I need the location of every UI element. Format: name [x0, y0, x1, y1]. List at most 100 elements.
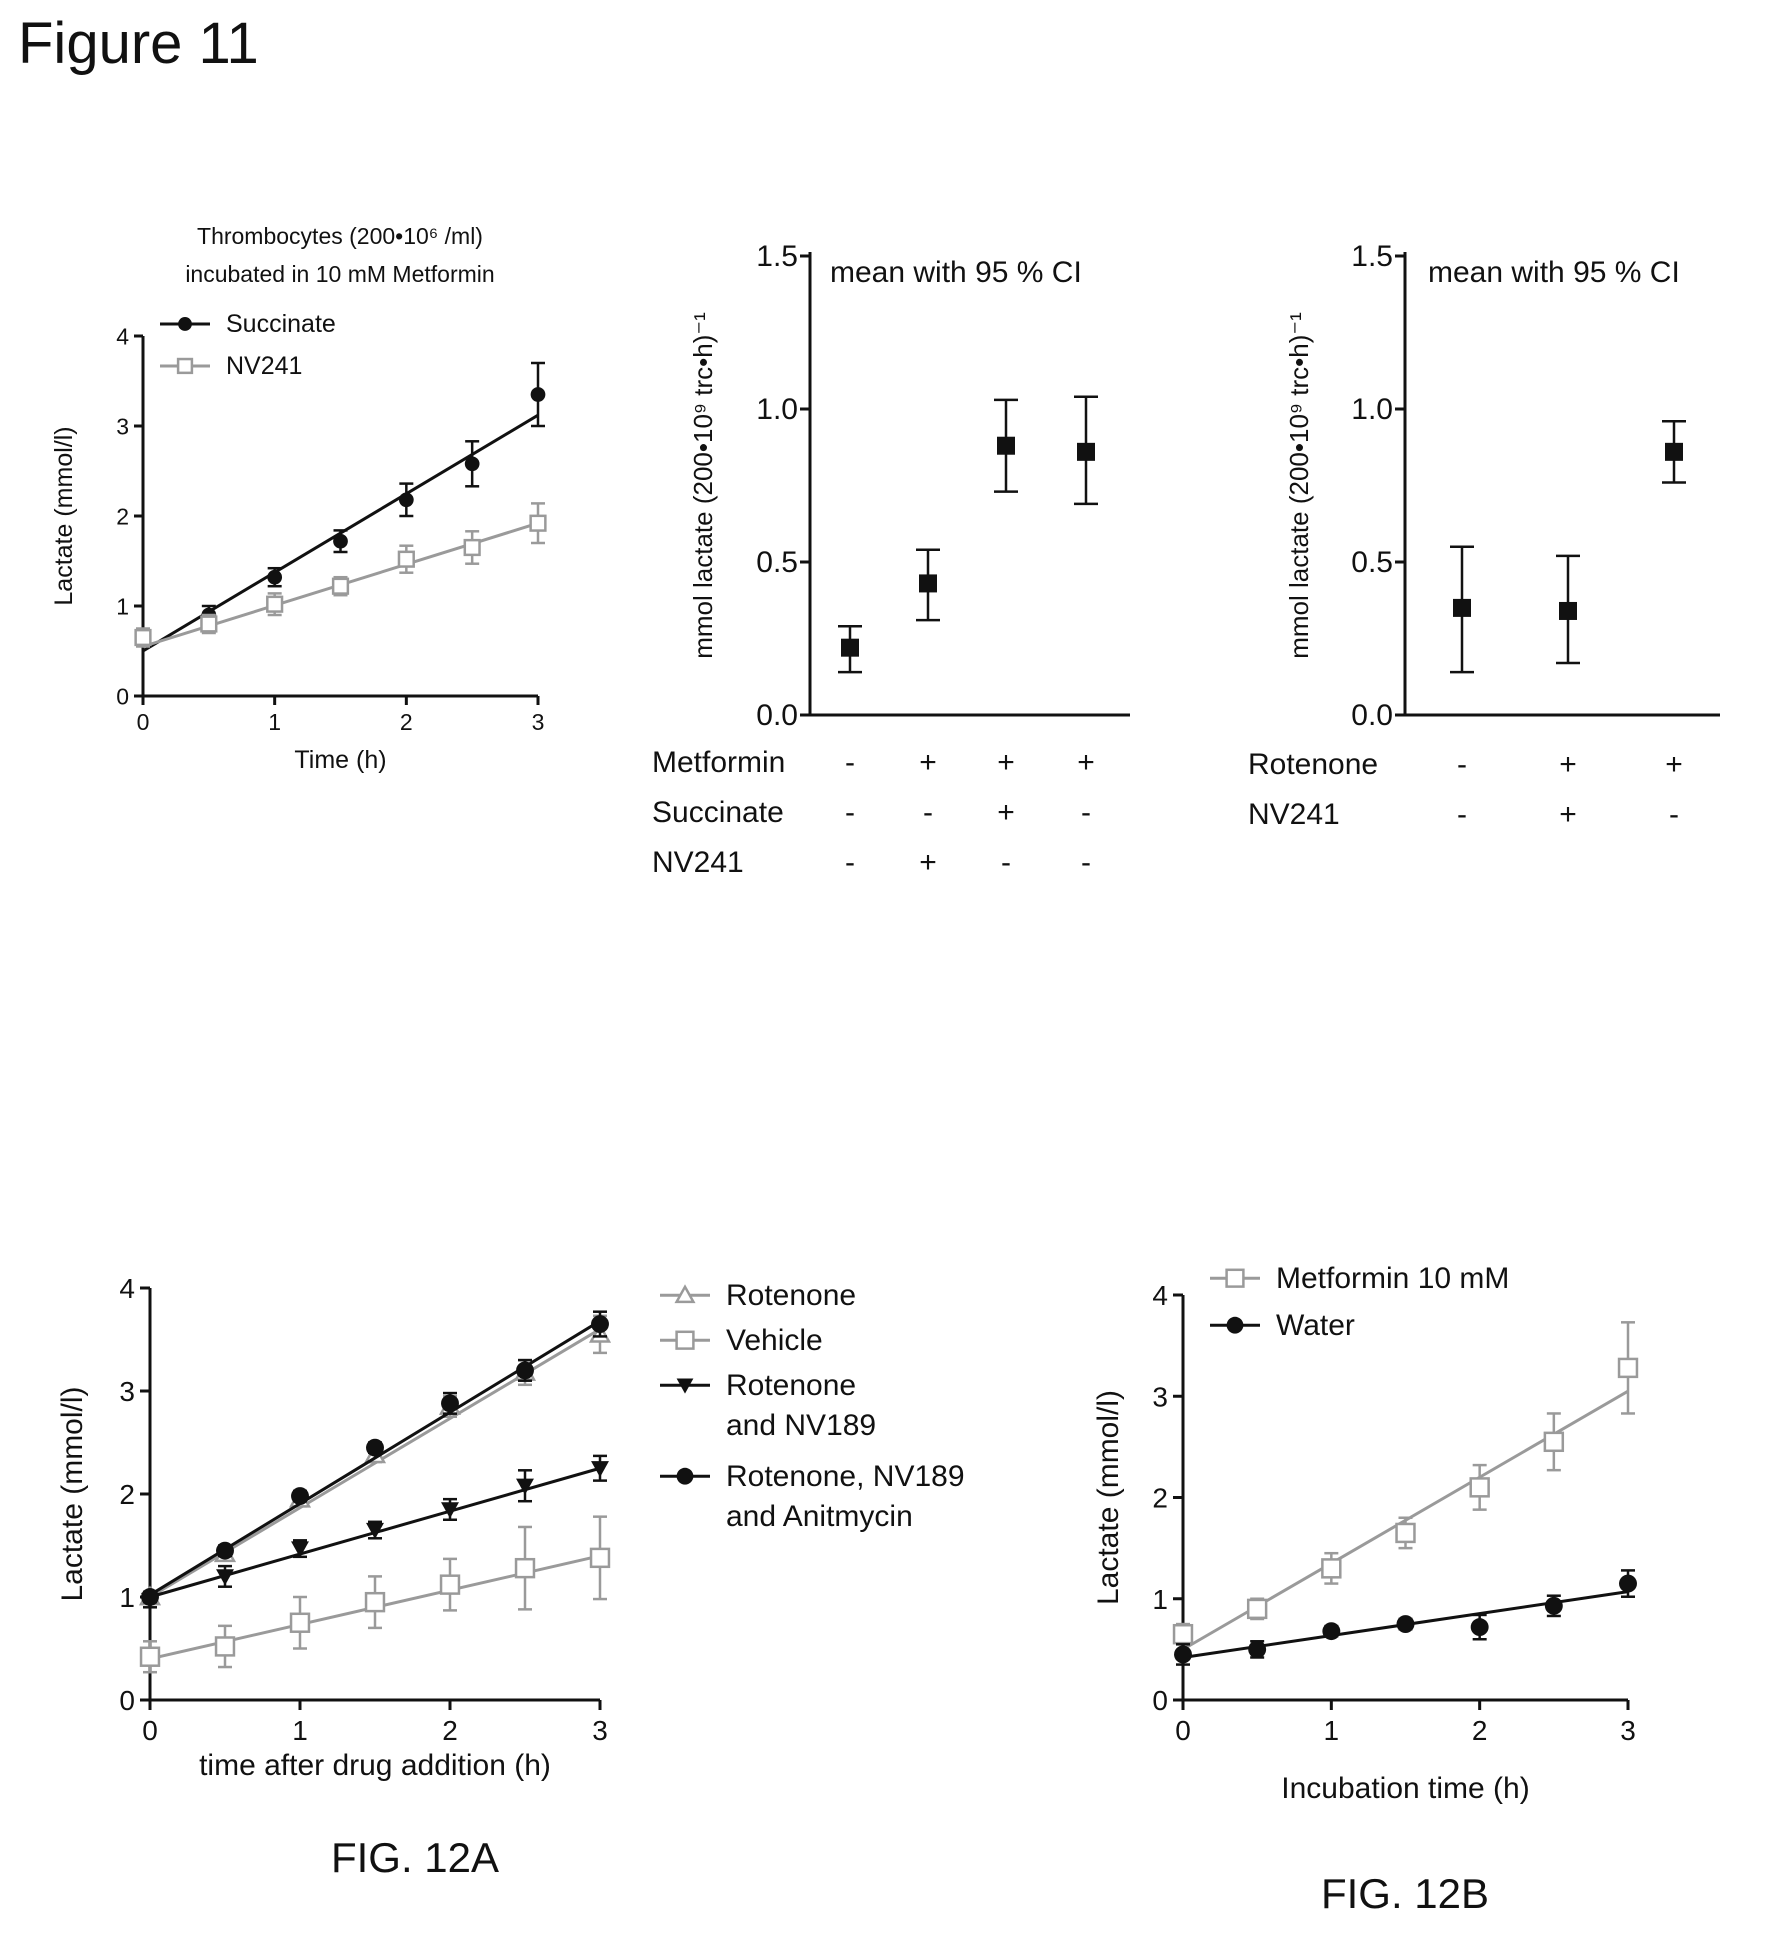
data-point [200, 615, 218, 633]
legend-marker [1226, 1316, 1244, 1334]
x-tick-label: 0 [142, 1715, 158, 1746]
condition-value: + [1559, 748, 1577, 781]
condition-value: - [1457, 798, 1467, 831]
x-tick-label: 2 [442, 1715, 458, 1746]
y-tick-label: 0.0 [756, 699, 798, 732]
data-point [1322, 1622, 1341, 1641]
data-point [1246, 1598, 1268, 1620]
data-point [591, 1315, 609, 1334]
y-tick-label: 2 [116, 503, 129, 529]
y-axis-label: Lactate (mmol/l) [1092, 1390, 1125, 1605]
legend-label: Rotenone [726, 1369, 856, 1402]
legend-entry: Rotenone, NV189 and Anitmycin [660, 1460, 965, 1533]
data-point [464, 456, 480, 472]
x-tick-label: 3 [592, 1715, 608, 1746]
data-point [141, 1588, 159, 1606]
y-tick-label: 1.5 [1351, 240, 1393, 273]
data-point [291, 1487, 309, 1506]
data-point [439, 1574, 461, 1595]
condition-value: + [1665, 748, 1683, 781]
x-tick-label: 1 [1324, 1715, 1340, 1746]
legend-marker [676, 1467, 694, 1485]
data-point [463, 538, 481, 557]
condition-value: - [845, 746, 855, 779]
y-tick-label: 1.0 [756, 393, 798, 426]
data-point [1174, 1645, 1192, 1664]
data-point [214, 1636, 236, 1657]
data-point [529, 514, 547, 532]
chart-fig11c: 0.0 0.5 1.0 1.5 mean with 95 % CI mmol lactat… [1248, 240, 1720, 831]
data-point [919, 574, 937, 593]
ci-annotation: mean with 95 % CI [1428, 256, 1680, 289]
y-tick-label: 1 [119, 1582, 135, 1613]
data-point [216, 1569, 234, 1586]
x-tick-label: 1 [292, 1715, 308, 1746]
ci-point-1 [916, 548, 940, 622]
y-axis-label: mmol lactate (200•10⁹ trc•h)⁻¹ [688, 312, 718, 659]
chart-title: Thrombocytes (200•10⁶ /ml) [197, 223, 483, 249]
ci-point-0 [1450, 545, 1474, 674]
data-point [134, 628, 152, 647]
data-point [1172, 1623, 1194, 1645]
legend-marker [676, 1378, 694, 1394]
x-tick-label: 3 [532, 709, 545, 735]
data-point [366, 1522, 384, 1540]
x-tick-label: 2 [400, 709, 413, 735]
condition-label: NV241 [652, 846, 744, 879]
data-point [1395, 1522, 1416, 1544]
y-axis-label: mmol lactate (200•10⁹ trc•h)⁻¹ [1284, 312, 1314, 659]
condition-value: + [1559, 798, 1577, 831]
x-axis-label: Incubation time (h) [1281, 1772, 1529, 1805]
condition-value: + [919, 846, 937, 879]
data-point [1617, 1357, 1639, 1379]
data-point [139, 1646, 161, 1667]
chart-fig12b: 0 1 2 3 4 0 1 2 3 Incubation time (h) Lactate (mmo… [1092, 1262, 1639, 1917]
y-tick-label: 0 [119, 1685, 135, 1716]
data-point [591, 1461, 609, 1478]
legend-label: Rotenone, NV189 [726, 1460, 965, 1493]
condition-value: - [923, 796, 933, 829]
legend-marker [675, 1330, 695, 1350]
data-point [1559, 601, 1577, 620]
legend-marker [1225, 1268, 1245, 1288]
data-point [267, 569, 283, 585]
y-tick-label: 2 [119, 1479, 135, 1510]
data-point [333, 533, 348, 549]
x-tick-label: 0 [1175, 1715, 1191, 1746]
x-tick-label: 2 [1472, 1715, 1488, 1746]
condition-value: + [997, 796, 1015, 829]
condition-value: - [845, 846, 855, 879]
chart-fig12a: 0 1 2 3 4 0 1 2 3 time after drug addition (h) Lac… [56, 1273, 965, 1881]
data-point [291, 1541, 309, 1558]
data-point [1321, 1558, 1342, 1579]
data-point [589, 1547, 611, 1569]
series-1 [139, 1515, 611, 1674]
x-tick-label: 3 [1620, 1715, 1636, 1746]
data-point [1470, 1618, 1489, 1637]
data-point [1469, 1477, 1490, 1498]
series-0 [1172, 1321, 1639, 1651]
legend-entry: Succinate [160, 310, 336, 338]
y-tick-label: 0.5 [756, 546, 798, 579]
figure-caption: FIG. 12A [331, 1834, 499, 1881]
chart-fig11b: 0.0 0.5 1.0 1.5 mean with 95 % CI mmol lactat… [652, 240, 1130, 879]
data-point [516, 1361, 534, 1380]
y-tick-label: 3 [116, 413, 129, 439]
data-point [441, 1502, 459, 1519]
legend-label: Water [1276, 1309, 1355, 1342]
data-point [331, 577, 350, 595]
legend-entry: NV241 [160, 352, 302, 380]
condition-value: - [1669, 798, 1679, 831]
data-point [366, 1438, 384, 1457]
legend-marker [176, 357, 194, 375]
condition-value: - [1457, 748, 1467, 781]
condition-value: + [1077, 746, 1095, 779]
x-axis-label: time after drug addition (h) [199, 1749, 551, 1782]
series-3 [141, 1310, 609, 1606]
y-tick-label: 3 [1152, 1381, 1168, 1412]
condition-value: + [997, 746, 1015, 779]
condition-label: Metformin [652, 746, 785, 779]
legend-label: NV241 [226, 352, 302, 380]
condition-value: - [1081, 846, 1091, 879]
data-point [1077, 442, 1095, 461]
